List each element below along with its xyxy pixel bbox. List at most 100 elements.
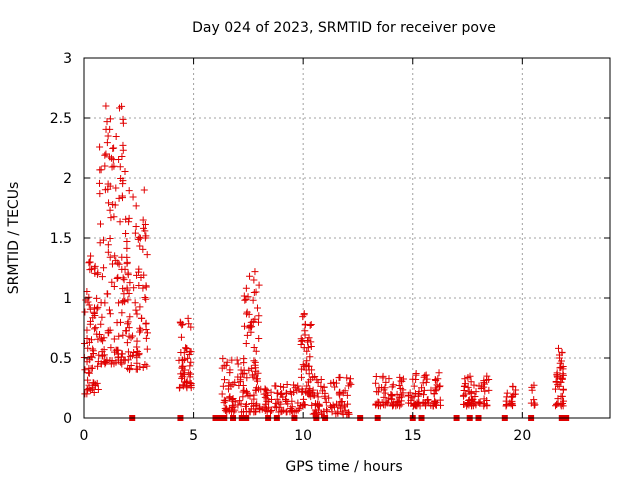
data-point xyxy=(320,407,328,415)
data-point xyxy=(89,314,97,322)
data-point xyxy=(374,402,382,410)
data-point xyxy=(115,194,123,202)
data-point xyxy=(98,273,106,281)
data-point xyxy=(221,397,229,405)
data-point xyxy=(106,310,114,318)
data-point xyxy=(105,306,113,314)
data-point xyxy=(252,367,260,375)
data-point xyxy=(552,377,560,385)
data-point xyxy=(125,214,133,222)
data-point xyxy=(340,403,348,411)
data-point xyxy=(86,320,94,328)
data-point xyxy=(294,406,302,414)
data-point xyxy=(112,184,120,192)
data-point xyxy=(415,390,423,398)
data-point xyxy=(120,297,128,305)
data-point xyxy=(240,355,248,363)
data-point xyxy=(308,389,316,397)
data-point xyxy=(124,364,132,372)
data-point xyxy=(385,375,393,383)
data-point xyxy=(112,257,120,265)
data-point xyxy=(129,193,137,201)
data-point xyxy=(126,313,134,321)
data-point xyxy=(485,386,493,394)
data-point xyxy=(222,361,230,369)
data-point xyxy=(552,385,560,393)
data-point xyxy=(271,403,279,411)
data-point xyxy=(335,374,343,382)
data-point xyxy=(273,395,281,403)
data-point xyxy=(294,399,302,407)
data-point xyxy=(113,319,121,327)
data-point xyxy=(81,366,89,374)
data-point xyxy=(105,329,113,337)
data-point xyxy=(307,343,315,351)
data-point xyxy=(267,388,275,396)
y-tick-label: 2 xyxy=(63,171,72,187)
data-point xyxy=(237,373,245,381)
data-point xyxy=(136,242,144,250)
data-point xyxy=(421,399,429,407)
data-point xyxy=(263,405,271,413)
data-point xyxy=(242,295,250,303)
data-point xyxy=(91,262,99,270)
data-point xyxy=(287,405,295,413)
data-point xyxy=(461,382,469,390)
data-point xyxy=(123,253,131,261)
data-point xyxy=(287,406,295,414)
data-point xyxy=(328,408,336,416)
data-point xyxy=(118,309,126,317)
data-point xyxy=(242,340,250,348)
data-point xyxy=(103,290,111,298)
data-point xyxy=(139,245,147,253)
data-point xyxy=(120,276,128,284)
data-point xyxy=(125,332,133,340)
data-point xyxy=(119,274,127,282)
data-point xyxy=(275,403,283,411)
data-point xyxy=(248,323,256,331)
data-point xyxy=(106,253,114,261)
data-point xyxy=(554,344,562,352)
data-point xyxy=(104,241,112,249)
data-point xyxy=(374,388,382,396)
data-point xyxy=(432,386,440,394)
data-point xyxy=(278,407,286,415)
data-point xyxy=(343,374,351,382)
data-point xyxy=(180,349,188,357)
data-point xyxy=(436,396,444,404)
data-point xyxy=(123,244,131,252)
data-point xyxy=(387,395,395,403)
data-point xyxy=(84,386,92,394)
data-point xyxy=(112,132,120,140)
data-point xyxy=(131,229,139,237)
data-point xyxy=(83,288,91,296)
data-point xyxy=(143,362,151,370)
data-point xyxy=(109,145,117,153)
data-point xyxy=(322,398,330,406)
data-point xyxy=(406,389,414,397)
data-point xyxy=(83,335,91,343)
data-point xyxy=(178,364,186,372)
data-point xyxy=(417,384,425,392)
data-point xyxy=(107,214,115,222)
data-point xyxy=(300,344,308,352)
data-point xyxy=(137,274,145,282)
data-point xyxy=(223,358,231,366)
data-point xyxy=(252,288,260,296)
data-point xyxy=(530,381,538,389)
data-point xyxy=(301,331,309,339)
x-axis-label: GPS time / hours xyxy=(285,459,402,475)
data-point xyxy=(483,396,491,404)
data-point xyxy=(460,391,468,399)
x-tick-label: 15 xyxy=(404,428,422,444)
data-point xyxy=(311,406,319,414)
data-point xyxy=(272,399,280,407)
data-point xyxy=(123,237,131,245)
data-point xyxy=(180,371,188,379)
data-point xyxy=(343,410,351,418)
data-point xyxy=(277,400,285,408)
data-point xyxy=(107,344,115,352)
data-point xyxy=(186,362,194,370)
data-point xyxy=(288,397,296,405)
data-point xyxy=(559,365,567,373)
